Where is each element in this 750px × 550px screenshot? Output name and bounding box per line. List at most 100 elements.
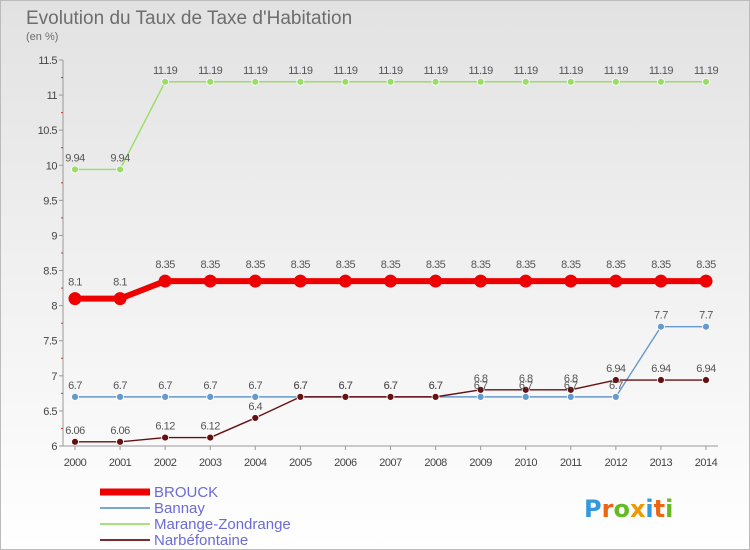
data-label-bannay: 6.7 [339, 380, 353, 392]
data-point-brouck [474, 274, 488, 288]
x-tick-label: 2009 [469, 457, 492, 469]
data-label-narb-fontaine: 6.4 [248, 401, 262, 413]
x-tick-label: 2002 [154, 457, 177, 469]
data-label-bannay: 6.7 [384, 380, 398, 392]
data-label-bannay: 6.7 [293, 380, 307, 392]
data-label-marange-zondrange: 11.19 [559, 65, 584, 77]
x-tick-label: 2014 [695, 457, 718, 469]
data-point-narb-fontaine [611, 376, 620, 384]
data-point-bannay [611, 392, 620, 401]
data-label-bannay: 6.7 [68, 380, 82, 392]
data-point-bannay [161, 392, 170, 401]
data-point-brouck [429, 274, 443, 288]
data-point-marange-zondrange [296, 77, 305, 86]
data-point-brouck [654, 274, 668, 288]
data-label-bannay: 6.7 [519, 380, 533, 392]
data-label-marange-zondrange: 11.19 [153, 65, 178, 77]
data-point-bannay [206, 392, 215, 401]
y-tick-label: 8.5 [43, 266, 57, 278]
y-tick-label: 11 [47, 90, 58, 102]
x-tick-label: 2011 [560, 457, 582, 469]
data-point-brouck [609, 274, 623, 288]
data-label-marange-zondrange: 11.19 [243, 65, 268, 77]
data-point-bannay [566, 392, 575, 401]
data-label-brouck: 8.35 [336, 259, 356, 271]
data-point-brouck [203, 274, 217, 288]
data-label-brouck: 8.35 [471, 259, 491, 271]
y-tick-label: 9.5 [43, 195, 57, 207]
data-label-bannay: 7.7 [654, 310, 668, 322]
data-point-marange-zondrange [71, 165, 79, 174]
data-point-brouck [248, 274, 262, 288]
x-tick-label: 2005 [289, 457, 312, 469]
data-label-bannay: 6.7 [203, 380, 217, 392]
data-label-brouck: 8.35 [696, 259, 716, 271]
y-tick-label: 11.5 [38, 55, 57, 67]
y-axis-ticks: 6 6.5 7 7.5 8 8.5 9 9.5 10 10.5 11 11.5 [38, 55, 63, 453]
data-point-narb-fontaine [251, 414, 260, 422]
data-point-brouck [564, 274, 578, 288]
proxiti-logo: Proxiti [584, 495, 673, 523]
data-label-brouck: 8.35 [155, 259, 175, 271]
data-point-marange-zondrange [386, 77, 395, 86]
legend-label-narb-fontaine: Narbéfontaine [154, 532, 248, 549]
logo-letter: x [630, 495, 646, 523]
data-label-marange-zondrange: 9.94 [110, 152, 130, 164]
x-tick-label: 2001 [109, 457, 132, 469]
data-label-marange-zondrange: 9.94 [65, 152, 85, 164]
data-point-narb-fontaine [702, 376, 710, 384]
data-point-marange-zondrange [116, 165, 124, 174]
x-tick-label: 2008 [424, 457, 447, 469]
data-point-narb-fontaine [296, 392, 305, 401]
data-point-narb-fontaine [116, 437, 124, 446]
data-label-narb-fontaine: 6.7 [384, 380, 398, 392]
data-label-brouck: 8.35 [381, 259, 401, 271]
data-point-bannay [702, 322, 710, 331]
x-tick-label: 2004 [244, 457, 267, 469]
data-label-bannay: 6.7 [474, 380, 488, 392]
y-tick-label: 8 [51, 301, 57, 313]
data-point-narb-fontaine [431, 392, 440, 401]
data-label-narb-fontaine: 6.8 [564, 373, 578, 385]
data-point-brouck [384, 274, 397, 288]
data-label-brouck: 8.1 [68, 277, 82, 289]
data-label-narb-fontaine: 6.7 [339, 380, 353, 392]
data-point-bannay [657, 322, 665, 331]
data-label-narb-fontaine: 6.94 [696, 363, 716, 375]
data-point-marange-zondrange [161, 77, 170, 86]
data-point-brouck [158, 274, 172, 288]
data-label-narb-fontaine: 6.7 [293, 380, 307, 392]
data-label-narb-fontaine: 6.7 [429, 380, 443, 392]
data-point-marange-zondrange [431, 77, 440, 86]
data-label-marange-zondrange: 11.19 [288, 65, 313, 77]
data-label-narb-fontaine: 6.94 [651, 363, 671, 375]
data-point-bannay [251, 392, 260, 401]
data-label-bannay: 6.7 [158, 380, 172, 392]
x-tick-label: 2006 [334, 457, 357, 469]
data-point-brouck [519, 274, 533, 288]
x-axis-ticks: 2000 2001 2002 2003 2004 2005 2006 2007 2008 2009… [64, 446, 718, 469]
data-label-marange-zondrange: 11.19 [514, 65, 539, 77]
data-label-bannay: 6.7 [564, 380, 578, 392]
data-label-brouck: 8.35 [606, 259, 626, 271]
y-tick-label: 7.5 [43, 336, 57, 348]
x-tick-label: 2000 [64, 457, 87, 469]
y-tick-label: 6.5 [43, 406, 57, 418]
logo-letter: P [584, 495, 602, 523]
data-label-marange-zondrange: 11.19 [469, 65, 494, 77]
series-layer [68, 77, 713, 446]
data-label-bannay: 7.7 [699, 310, 713, 322]
x-tick-label: 2010 [514, 457, 537, 469]
logo-letter: o [613, 495, 630, 523]
data-label-brouck: 8.35 [291, 259, 311, 271]
logo-letter: r [602, 495, 614, 523]
data-point-narb-fontaine [657, 376, 665, 384]
data-point-brouck [699, 274, 713, 288]
data-point-marange-zondrange [476, 77, 485, 86]
data-label-brouck: 8.35 [246, 259, 266, 271]
data-point-narb-fontaine [476, 385, 485, 394]
data-point-marange-zondrange [206, 77, 215, 86]
data-label-marange-zondrange: 11.19 [649, 65, 674, 77]
